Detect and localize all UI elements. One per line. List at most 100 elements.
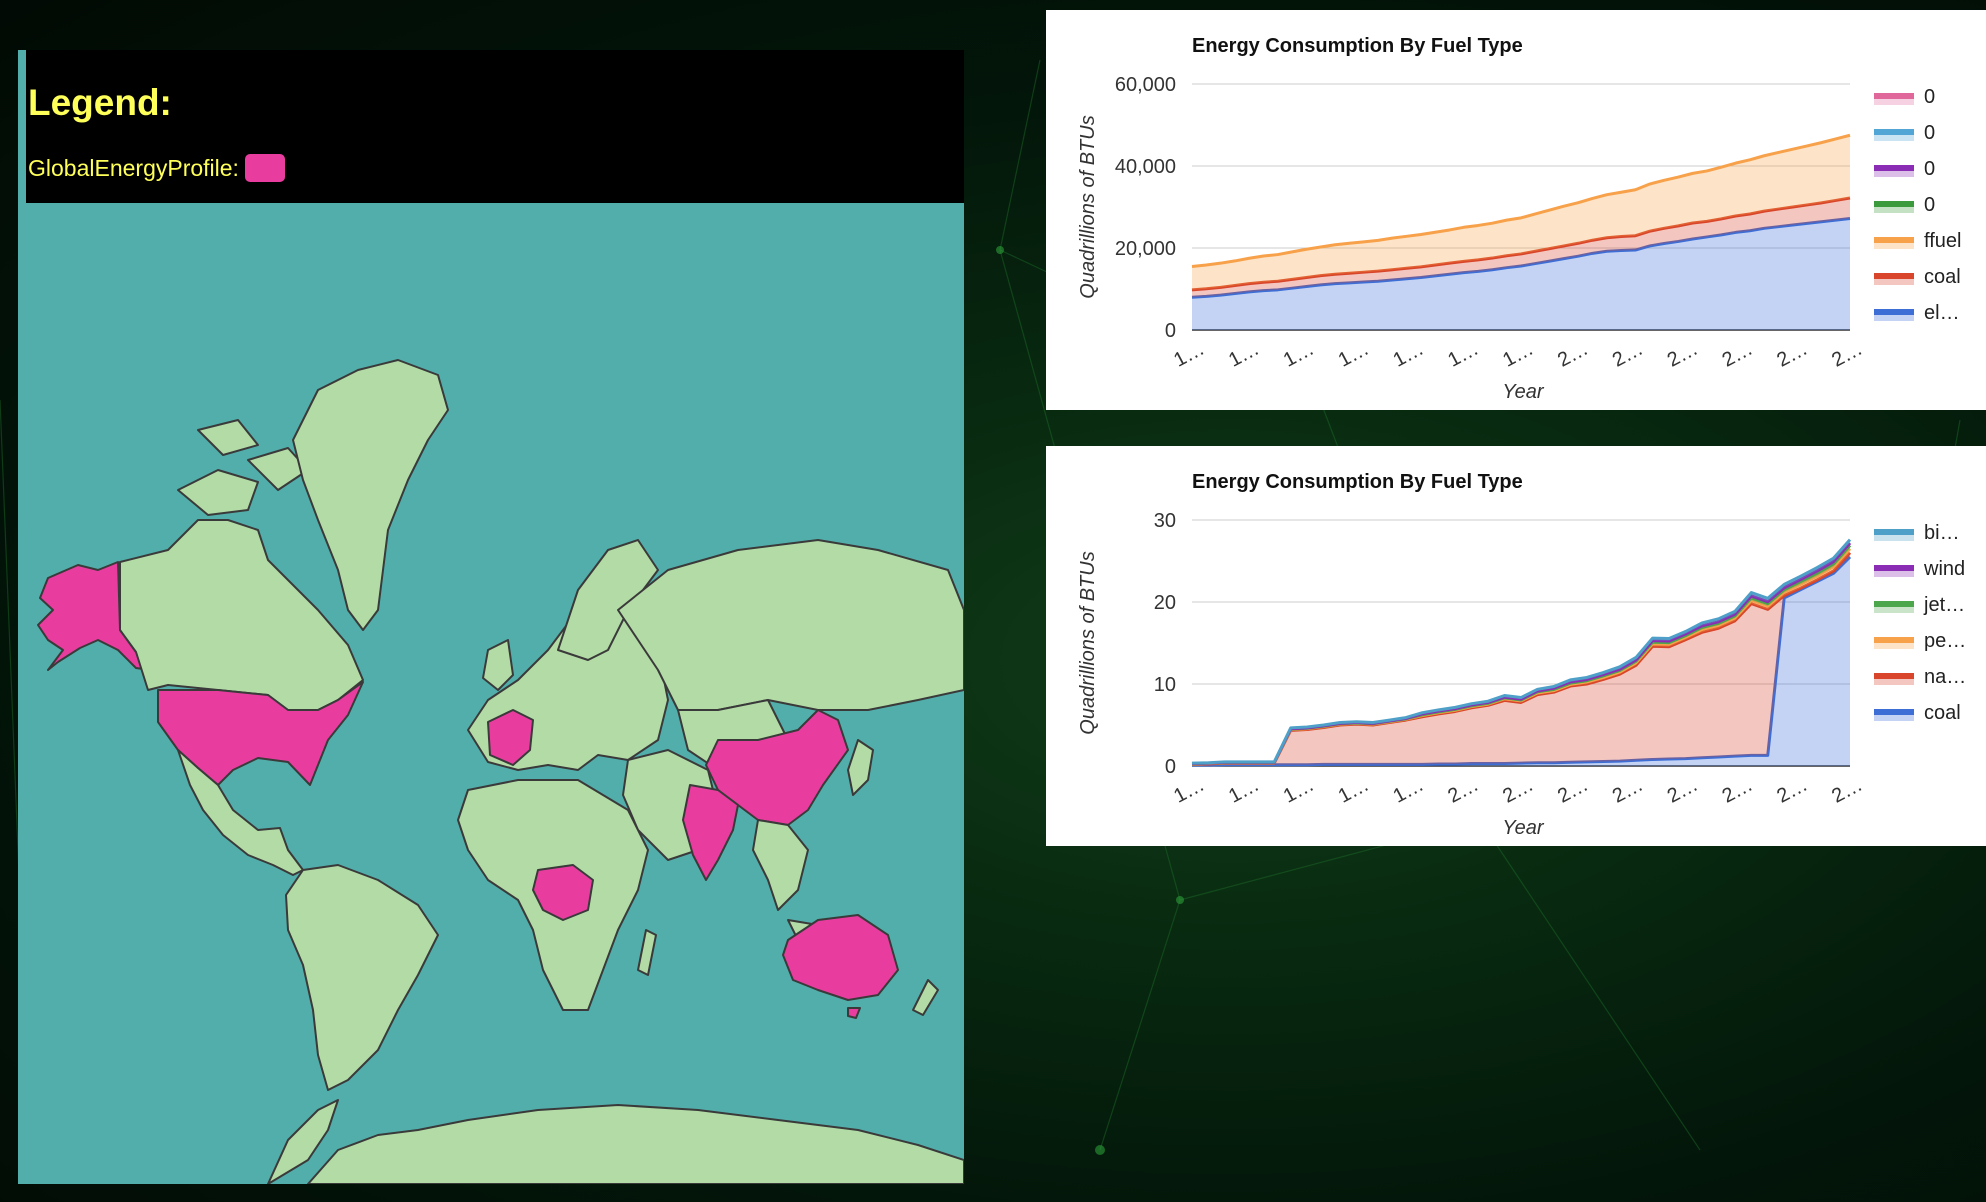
chart-1-ytick-label: 60,000 (1115, 74, 1176, 96)
chart-1-xtick-label: 1… (1335, 338, 1373, 372)
chart-1-legend-label[interactable]: 0 (1924, 194, 1935, 216)
chart-1-legend-swatch (1874, 309, 1914, 315)
chart-1-line-ffuel[interactable] (1191, 133, 1851, 268)
chart-1-legend-label[interactable]: 0 (1924, 86, 1935, 108)
chart-2-legend-label[interactable]: bi… (1924, 522, 1960, 544)
chart-1-line-coal[interactable] (1191, 196, 1851, 292)
chart-1-legend-swatch (1874, 237, 1914, 243)
chart-2-area-coal (1192, 556, 1850, 766)
chart-2-legend-label[interactable]: coal (1924, 702, 1961, 724)
chart-2-svg[interactable]: Energy Consumption By Fuel Type30201001…… (1046, 446, 1986, 846)
country-canada[interactable] (119, 519, 364, 711)
chart-2-legend-swatch-fill (1874, 571, 1914, 577)
chart-2-legend-label[interactable]: jet… (1923, 594, 1965, 616)
chart-2-ylabel: Quadrillions of BTUs (1077, 551, 1099, 734)
chart-1-ytick-label: 20,000 (1115, 238, 1176, 260)
chart-2-line-bi…[interactable] (1191, 538, 1852, 765)
chart-1-title: Energy Consumption By Fuel Type (1192, 35, 1523, 57)
country-greenland[interactable] (292, 359, 449, 631)
world-map-panel[interactable]: Legend: GlobalEnergyProfile: (18, 50, 964, 1184)
chart-2-xtick-label: 1… (1390, 774, 1428, 808)
chart-1-legend-label[interactable]: el… (1924, 302, 1960, 324)
chart-2-xtick-label: 2… (1828, 774, 1866, 808)
chart-1-legend-swatch (1874, 201, 1914, 207)
chart-2-xtick-label: 2… (1444, 774, 1482, 808)
chart-2-legend-swatch (1874, 601, 1914, 607)
chart-1-ytick-label: 40,000 (1115, 156, 1176, 178)
country-alaska[interactable] (37, 561, 151, 671)
chart-panel-2[interactable]: Energy Consumption By Fuel Type 30 20 10 0 1…… (1046, 446, 1986, 846)
chart-1-ylabel: Quadrillions of BTUs (1077, 115, 1099, 298)
chart-2-ytick-label: 0 (1165, 756, 1176, 778)
chart-2-xtick-label: 2… (1609, 774, 1647, 808)
chart-1-legend-swatch-fill (1874, 171, 1914, 177)
world-map[interactable] (18, 50, 964, 1184)
chart-2-ytick-label: 10 (1154, 674, 1176, 696)
chart-2-xtick-label: 1… (1335, 774, 1373, 808)
chart-1-legend-swatch-fill (1874, 279, 1914, 285)
chart-2-legend-swatch (1874, 529, 1914, 535)
chart-1-xtick-label: 1… (1170, 338, 1208, 372)
chart-2-area-na… (1192, 552, 1850, 766)
country-tasmania[interactable] (847, 1007, 861, 1019)
chart-1-xtick-label: 2… (1554, 338, 1592, 372)
country-uk[interactable] (482, 639, 514, 691)
chart-1-area-coal (1192, 197, 1850, 298)
chart-1-legend-label[interactable]: coal (1924, 266, 1961, 288)
chart-2-legend-swatch-fill (1874, 715, 1914, 721)
chart-panel-1[interactable]: Energy Consumption By Fuel Type 60,000 40,… (1046, 10, 1986, 410)
chart-1-area-ffuel (1192, 135, 1850, 290)
country-india[interactable] (682, 784, 739, 881)
region-antarctic-peninsula (267, 1099, 339, 1184)
chart-2-legend-swatch (1874, 673, 1914, 679)
chart-2-legend-label[interactable]: na… (1924, 666, 1966, 688)
chart-2-xtick-label: 2… (1664, 774, 1702, 808)
chart-2-xtick-label: 2… (1499, 774, 1537, 808)
region-scandinavia (557, 539, 659, 661)
chart-1-legend-swatch (1874, 273, 1914, 279)
region-antarctica[interactable] (307, 1104, 964, 1184)
legend-title: Legend: (28, 82, 172, 123)
country-france[interactable] (487, 709, 534, 766)
chart-1-legend-swatch-fill (1874, 315, 1914, 321)
region-russia[interactable] (617, 539, 964, 711)
chart-1-legend-swatch-fill (1874, 99, 1914, 105)
chart-1-legend-label[interactable]: 0 (1924, 158, 1935, 180)
chart-2-legend-swatch (1874, 565, 1914, 571)
legend-item-label: GlobalEnergyProfile: (28, 154, 239, 181)
region-south-america[interactable] (285, 864, 439, 1091)
chart-1-xtick-label: 2… (1828, 338, 1866, 372)
chart-2-ytick-label: 30 (1154, 510, 1176, 532)
chart-2-legend-label[interactable]: pe… (1924, 630, 1966, 652)
chart-2-legend-label[interactable]: wind (1923, 558, 1965, 580)
chart-1-line-el…[interactable] (1191, 216, 1851, 299)
chart-2-xtick-label: 2… (1719, 774, 1757, 808)
country-australia[interactable] (782, 914, 899, 1001)
chart-1-svg[interactable]: Energy Consumption By Fuel Type 60,000 40,… (1046, 10, 1986, 410)
legend-box: Legend: GlobalEnergyProfile: (26, 50, 964, 203)
country-dr-congo[interactable] (532, 864, 594, 921)
chart-1-xtick-label: 2… (1664, 338, 1702, 372)
chart-2-legend-swatch-fill (1874, 643, 1914, 649)
country-madagascar[interactable] (637, 929, 657, 976)
chart-1-legend-label[interactable]: 0 (1924, 122, 1935, 144)
chart-1-xtick-label: 2… (1773, 338, 1811, 372)
chart-1-legend-swatch-fill (1874, 207, 1914, 213)
chart-1-xtick-label: 2… (1609, 338, 1647, 372)
chart-2-line-coal[interactable] (1192, 555, 1852, 767)
chart-1-xtick-label: 1… (1280, 338, 1318, 372)
chart-1-xtick-label: 1… (1225, 338, 1263, 372)
chart-2-ytick-label: 20 (1154, 592, 1176, 614)
country-new-zealand[interactable] (912, 979, 939, 1016)
region-southeast-asia[interactable] (752, 819, 809, 911)
chart-1-xlabel: Year (1502, 381, 1544, 403)
chart-2-legend-swatch-fill (1874, 679, 1914, 685)
country-mexico[interactable] (177, 749, 304, 876)
chart-2-legend-swatch-fill (1874, 607, 1914, 613)
chart-1-legend-label[interactable]: ffuel (1924, 230, 1961, 252)
chart-1-ytick-label: 0 (1165, 320, 1176, 342)
country-japan[interactable] (847, 739, 874, 796)
legend-item: GlobalEnergyProfile: (28, 154, 285, 182)
chart-2-xtick-label: 1… (1280, 774, 1318, 808)
legend-swatch (244, 154, 285, 182)
